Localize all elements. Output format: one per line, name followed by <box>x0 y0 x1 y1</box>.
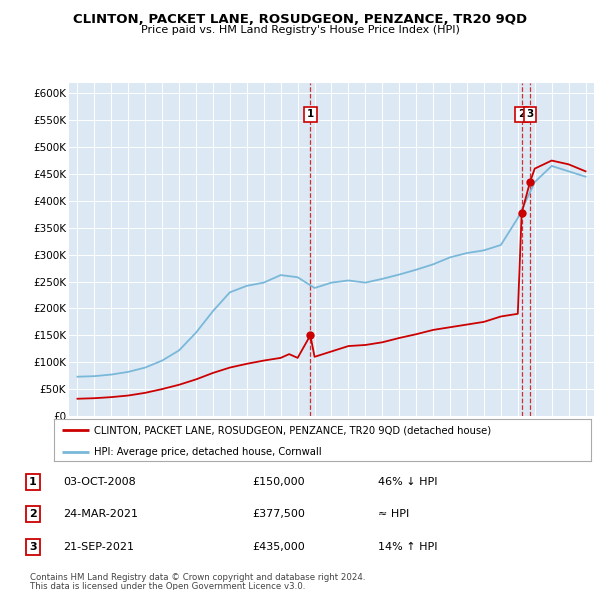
Text: ≈ HPI: ≈ HPI <box>378 509 409 519</box>
Text: £435,000: £435,000 <box>252 542 305 552</box>
Text: 46% ↓ HPI: 46% ↓ HPI <box>378 477 437 487</box>
Text: 03-OCT-2008: 03-OCT-2008 <box>63 477 136 487</box>
Text: This data is licensed under the Open Government Licence v3.0.: This data is licensed under the Open Gov… <box>30 582 305 590</box>
Text: 3: 3 <box>29 542 37 552</box>
Text: Contains HM Land Registry data © Crown copyright and database right 2024.: Contains HM Land Registry data © Crown c… <box>30 573 365 582</box>
Text: £377,500: £377,500 <box>252 509 305 519</box>
Text: 3: 3 <box>526 109 533 119</box>
Text: CLINTON, PACKET LANE, ROSUDGEON, PENZANCE, TR20 9QD (detached house): CLINTON, PACKET LANE, ROSUDGEON, PENZANC… <box>94 425 491 435</box>
Text: 1: 1 <box>29 477 37 487</box>
Text: CLINTON, PACKET LANE, ROSUDGEON, PENZANCE, TR20 9QD: CLINTON, PACKET LANE, ROSUDGEON, PENZANC… <box>73 13 527 26</box>
Text: £150,000: £150,000 <box>252 477 305 487</box>
Text: 2: 2 <box>29 509 37 519</box>
Text: 21-SEP-2021: 21-SEP-2021 <box>63 542 134 552</box>
Text: HPI: Average price, detached house, Cornwall: HPI: Average price, detached house, Corn… <box>94 447 322 457</box>
Text: Price paid vs. HM Land Registry's House Price Index (HPI): Price paid vs. HM Land Registry's House … <box>140 25 460 35</box>
Text: 24-MAR-2021: 24-MAR-2021 <box>63 509 138 519</box>
Text: 1: 1 <box>307 109 314 119</box>
Text: 2: 2 <box>518 109 526 119</box>
Text: 14% ↑ HPI: 14% ↑ HPI <box>378 542 437 552</box>
